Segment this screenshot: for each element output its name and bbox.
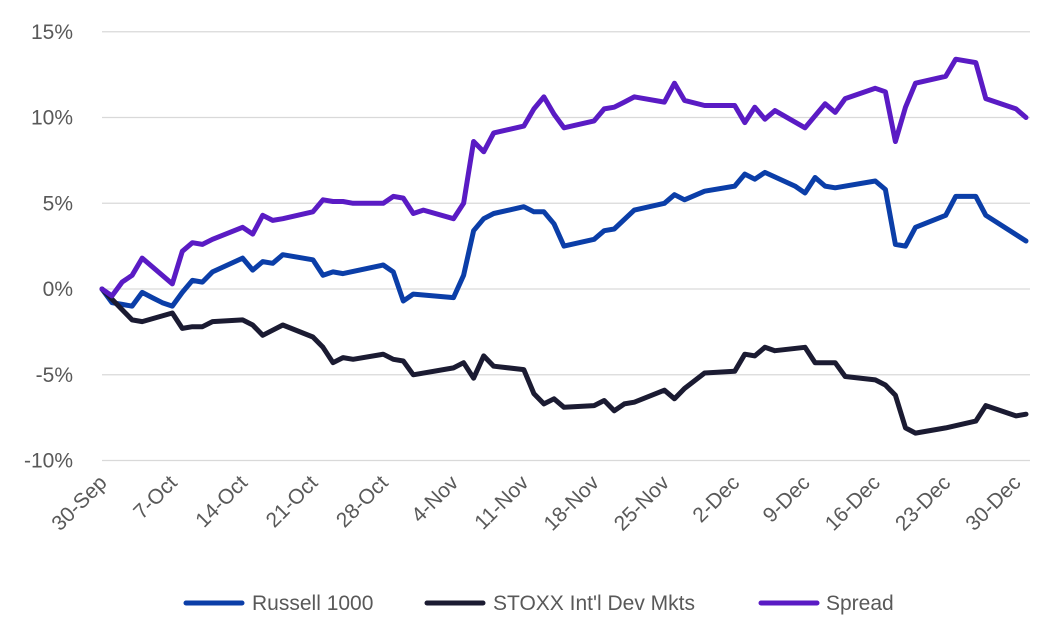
x-tick-label: 21-Oct — [262, 471, 323, 532]
x-tick-label: 16-Dec — [821, 471, 885, 535]
x-tick-label: 14-Oct — [191, 471, 252, 532]
grid-lines — [102, 31, 1030, 462]
x-tick-label: 2-Dec — [688, 471, 744, 527]
x-tick-label: 9-Dec — [759, 471, 815, 527]
legend-label: STOXX Int'l Dev Mkts — [493, 592, 695, 615]
x-tick-label: 30-Sep — [47, 471, 111, 535]
y-tick-label: 0% — [43, 278, 73, 301]
x-tick-label: 23-Dec — [891, 471, 955, 535]
x-tick-label: 28-Oct — [332, 471, 393, 532]
x-tick-label: 4-Nov — [407, 471, 463, 527]
legend-label: Russell 1000 — [252, 592, 373, 615]
x-tick-label: 11-Nov — [470, 471, 533, 534]
series-line-2 — [99, 56, 1029, 299]
legend-label: Spread — [826, 592, 894, 615]
x-tick-label: 7-Oct — [129, 471, 182, 524]
y-tick-label: -5% — [36, 364, 73, 387]
y-tick-label: 10% — [31, 107, 73, 130]
y-tick-label: 5% — [43, 192, 73, 215]
x-tick-label: 25-Nov — [610, 471, 674, 535]
series-line-0 — [99, 169, 1029, 309]
y-tick-label: -10% — [24, 450, 73, 473]
x-axis-tick-labels: 30-Sep 7-Oct 14-Oct 21-Oct 28-Oct 4-Nov 11-Nov… — [47, 471, 1025, 535]
series-line-1 — [99, 286, 1029, 436]
x-tick-label: 18-Nov — [540, 471, 604, 535]
y-axis-tick-labels: 15% 10% 5% 0% -5% -10% — [24, 21, 73, 473]
x-tick-label: 30-Dec — [961, 471, 1025, 535]
y-tick-label: 15% — [31, 21, 73, 44]
legend: Russell 1000 STOXX Int'l Dev Mkts Spread — [183, 592, 894, 615]
series-lines — [99, 56, 1029, 436]
